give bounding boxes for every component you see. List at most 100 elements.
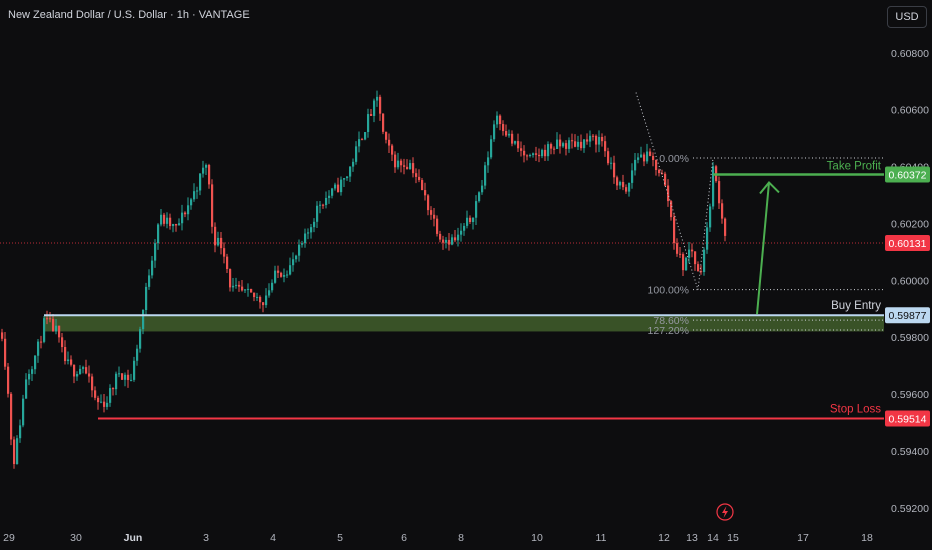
candle-body bbox=[265, 295, 268, 306]
candle-body bbox=[619, 181, 622, 186]
candle-body bbox=[403, 165, 406, 167]
candle-body bbox=[595, 135, 598, 145]
candle-body bbox=[520, 148, 523, 151]
candle-body bbox=[82, 367, 85, 369]
candle-body bbox=[493, 124, 496, 140]
candle-body bbox=[385, 131, 388, 140]
candle-body bbox=[16, 438, 19, 465]
candle-body bbox=[469, 217, 472, 223]
candle-body bbox=[460, 230, 463, 235]
candle-body bbox=[178, 223, 181, 226]
candle-body bbox=[166, 217, 169, 224]
candle-body bbox=[10, 393, 13, 440]
candle-body bbox=[394, 154, 397, 168]
time-tick-label: 29 bbox=[3, 532, 15, 544]
candle-body bbox=[208, 164, 211, 185]
candle-body bbox=[214, 226, 217, 246]
candle-body bbox=[652, 155, 655, 161]
candle-body bbox=[196, 190, 199, 192]
candle-body bbox=[574, 141, 577, 147]
candle-body bbox=[544, 149, 547, 157]
candle-body bbox=[562, 143, 565, 147]
candle-body bbox=[172, 223, 175, 227]
candle-body bbox=[163, 214, 166, 224]
candle-body bbox=[238, 284, 241, 287]
candle-body bbox=[421, 180, 424, 191]
stop-loss-badge bbox=[885, 410, 930, 427]
candle-body bbox=[352, 161, 355, 167]
candle-body bbox=[4, 338, 7, 367]
lightning-icon[interactable] bbox=[716, 503, 734, 521]
lightning-icon-ring bbox=[716, 503, 734, 521]
candle-body bbox=[616, 177, 619, 186]
candle-body bbox=[190, 199, 193, 206]
candle-body bbox=[22, 398, 25, 426]
candle-body bbox=[676, 243, 679, 254]
candle-body bbox=[451, 237, 454, 245]
candle-body bbox=[61, 337, 64, 348]
take-profit-badge bbox=[885, 166, 930, 183]
candle-body bbox=[283, 275, 286, 277]
candle-body bbox=[277, 270, 280, 273]
candle-body bbox=[631, 170, 634, 183]
candle-body bbox=[292, 259, 295, 266]
candle-body bbox=[538, 154, 541, 157]
candle-body bbox=[361, 139, 364, 141]
time-tick-label: 30 bbox=[70, 532, 82, 544]
candle-body bbox=[598, 136, 601, 145]
candle-body bbox=[52, 318, 55, 332]
candle-body bbox=[115, 373, 118, 390]
candle-body bbox=[7, 366, 10, 394]
candle-body bbox=[1, 332, 4, 339]
candle-body bbox=[328, 195, 331, 198]
candle-body bbox=[439, 233, 442, 240]
candle-body bbox=[280, 272, 283, 277]
candle-body bbox=[508, 133, 511, 136]
candle-body bbox=[364, 132, 367, 140]
candle-body bbox=[136, 348, 139, 361]
candle-body bbox=[694, 251, 697, 265]
stop-loss-badge-text: 0.59514 bbox=[889, 413, 927, 425]
fib-level-label: 100.00% bbox=[648, 285, 689, 297]
candle-body bbox=[355, 146, 358, 162]
candle-body bbox=[79, 368, 82, 375]
candle-body bbox=[58, 325, 61, 338]
candle-body bbox=[442, 239, 445, 243]
candle-body bbox=[262, 302, 265, 306]
candle-body bbox=[529, 154, 532, 156]
candle-body bbox=[679, 253, 682, 255]
candle-body bbox=[46, 318, 49, 320]
entry-zone-layer bbox=[44, 315, 884, 332]
candle-body bbox=[673, 217, 676, 244]
candle-body bbox=[85, 367, 88, 374]
candle-body bbox=[241, 286, 244, 291]
candle-body bbox=[427, 195, 430, 211]
candle-body bbox=[31, 369, 34, 374]
candle-body bbox=[586, 139, 589, 142]
fib-level-label: 127.20% bbox=[648, 325, 689, 337]
candle-body bbox=[526, 155, 529, 157]
candle-body bbox=[97, 397, 100, 403]
candle-body bbox=[568, 140, 571, 149]
target-arrow-shaft bbox=[756, 182, 770, 315]
candle-body bbox=[409, 163, 412, 169]
candle-body bbox=[700, 271, 703, 273]
candle-body bbox=[94, 390, 97, 398]
candle-body bbox=[646, 151, 649, 162]
candle-body bbox=[220, 237, 223, 249]
candle-body bbox=[229, 269, 232, 288]
price-tick-label: 0.60000 bbox=[891, 275, 929, 287]
candle-body bbox=[487, 157, 490, 166]
currency-button[interactable]: USD bbox=[887, 6, 927, 28]
candle-body bbox=[466, 217, 469, 226]
candle-body bbox=[376, 96, 379, 101]
candle-body bbox=[478, 192, 481, 202]
candle-body bbox=[106, 402, 109, 407]
candle-body bbox=[13, 439, 16, 465]
candle-body bbox=[199, 173, 202, 191]
candle-body bbox=[253, 292, 256, 298]
time-tick-label: 6 bbox=[401, 532, 407, 544]
time-tick-label: 17 bbox=[797, 532, 809, 544]
candle-body bbox=[424, 190, 427, 196]
